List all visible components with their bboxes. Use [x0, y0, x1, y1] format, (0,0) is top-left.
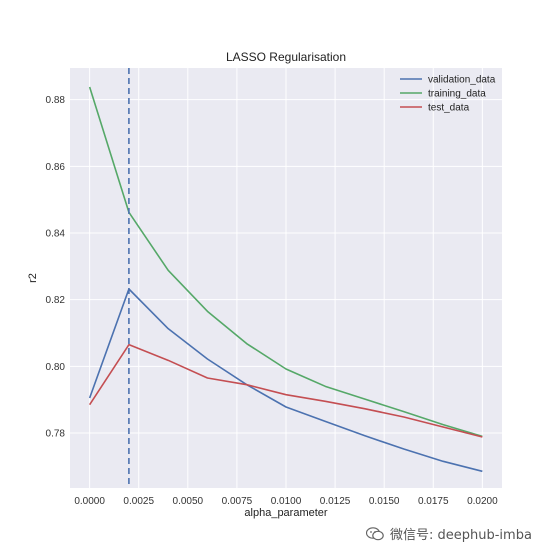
- chart-title: LASSO Regularisation: [226, 50, 346, 64]
- legend-label: training_data: [428, 89, 486, 100]
- x-axis-label: alpha_parameter: [244, 507, 328, 519]
- x-tick-label: 0.0000: [74, 496, 105, 507]
- grid: [70, 68, 502, 488]
- y-tick-label: 0.84: [46, 229, 66, 240]
- ticks: 0.0000 0.0025 0.0050 0.0075 0.0100 0.0125 0.01…: [46, 95, 499, 507]
- wechat-icon: [365, 526, 384, 541]
- series-line-training_data: [88, 86, 483, 438]
- y-tick-label: 0.86: [46, 162, 66, 173]
- x-tick-label: 0.0125: [320, 496, 351, 507]
- x-tick-label: 0.0175: [418, 496, 449, 507]
- y-tick-label: 0.80: [46, 362, 66, 373]
- x-tick-label: 0.0150: [369, 496, 400, 507]
- series-layer: [88, 68, 483, 488]
- x-tick-label: 0.0200: [467, 496, 498, 507]
- watermark-text: 微信号: deephub-imba: [390, 528, 532, 543]
- watermark: 微信号: deephub-imba: [365, 524, 532, 543]
- y-tick-label: 0.78: [46, 429, 66, 440]
- x-tick-label: 0.0075: [222, 496, 253, 507]
- y-tick-label: 0.88: [46, 95, 66, 106]
- y-tick-label: 0.82: [46, 295, 66, 306]
- series-line-test_data: [88, 343, 483, 438]
- legend-label: test_data: [428, 103, 470, 114]
- series-line-validation_data: [88, 288, 483, 473]
- x-tick-label: 0.0025: [123, 496, 154, 507]
- x-tick-label: 0.0050: [173, 496, 204, 507]
- y-axis-label: r2: [27, 273, 39, 283]
- legend: validation_data training_data test_data: [400, 75, 496, 114]
- x-tick-label: 0.0100: [271, 496, 302, 507]
- legend-label: validation_data: [428, 75, 496, 86]
